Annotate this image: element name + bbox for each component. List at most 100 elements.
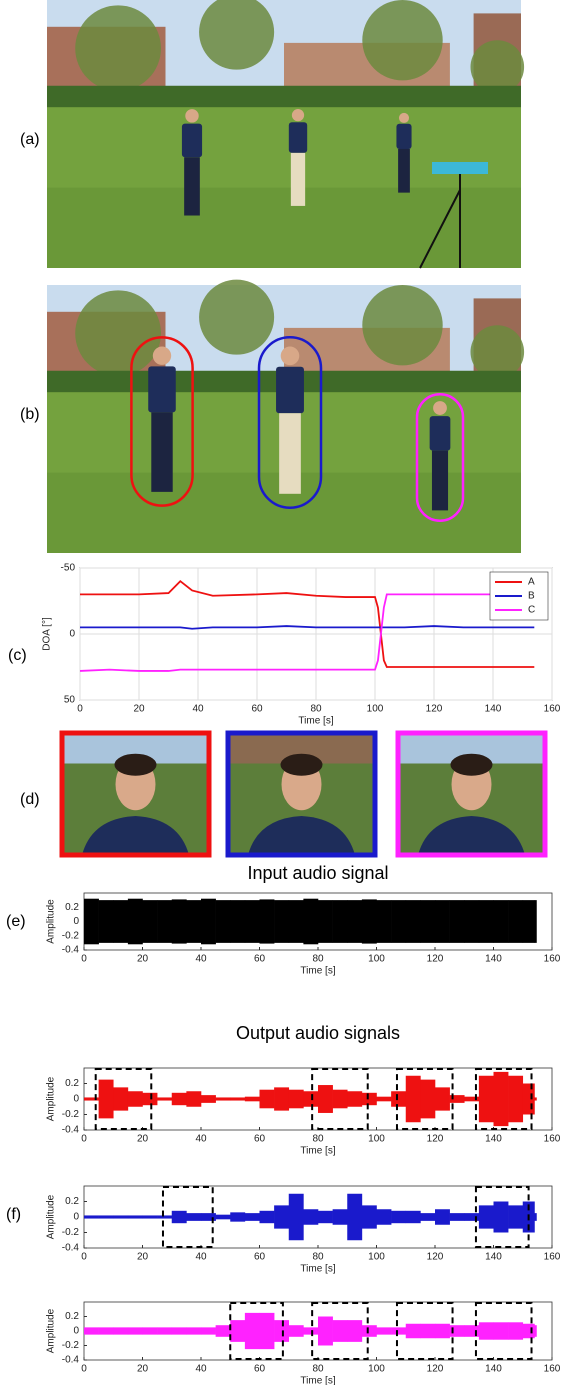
signal-envelope bbox=[186, 1213, 202, 1221]
signal-envelope bbox=[361, 1205, 377, 1229]
photo bbox=[47, 0, 525, 268]
signal-envelope bbox=[244, 1312, 260, 1350]
signal-envelope bbox=[318, 1316, 333, 1346]
x-tick-label: 20 bbox=[133, 704, 145, 715]
signal-envelope bbox=[464, 1096, 480, 1102]
head bbox=[152, 346, 172, 365]
signal-envelope bbox=[493, 1201, 509, 1233]
signal-envelope bbox=[508, 1075, 524, 1123]
signal-envelope bbox=[142, 1327, 158, 1335]
signal-envelope bbox=[449, 1095, 465, 1103]
x-tick-label: 120 bbox=[427, 1134, 444, 1145]
signal-envelope bbox=[201, 1213, 216, 1221]
x-tick-label: 0 bbox=[81, 1364, 87, 1375]
signal-envelope bbox=[288, 1193, 304, 1241]
signal-envelope bbox=[420, 1079, 436, 1119]
x-tick-label: 140 bbox=[485, 954, 502, 965]
signal-envelope bbox=[157, 1215, 173, 1219]
signal-envelope bbox=[127, 1327, 143, 1335]
x-axis-label: Time [s] bbox=[300, 1264, 335, 1275]
grass-shade bbox=[47, 187, 521, 268]
x-tick-label: 100 bbox=[368, 954, 385, 965]
y-tick-label: -0.4 bbox=[62, 1125, 80, 1136]
signal-envelope bbox=[113, 900, 129, 943]
torso bbox=[276, 366, 304, 414]
signal-envelope bbox=[347, 1320, 363, 1342]
tree bbox=[362, 0, 443, 81]
signal-envelope bbox=[303, 1091, 319, 1107]
legs bbox=[184, 157, 200, 216]
signal-envelope bbox=[230, 1097, 246, 1101]
signal-envelope bbox=[318, 1085, 333, 1113]
signal-envelope bbox=[288, 900, 304, 943]
signal-envelope bbox=[127, 1091, 143, 1107]
segment-box bbox=[395, 1068, 454, 1130]
x-tick-label: 140 bbox=[485, 1134, 502, 1145]
signal-envelope bbox=[449, 1325, 465, 1337]
tree bbox=[470, 40, 525, 94]
head bbox=[291, 109, 305, 122]
signal-envelope bbox=[274, 1205, 290, 1229]
signal-envelope bbox=[244, 1213, 260, 1221]
signal-envelope bbox=[157, 1327, 173, 1335]
x-axis-label: Time [s] bbox=[300, 966, 335, 977]
signal-envelope bbox=[449, 1213, 465, 1221]
segment-box bbox=[474, 1186, 530, 1248]
signal-envelope bbox=[391, 1210, 407, 1224]
signal-envelope bbox=[171, 1327, 187, 1335]
segment-box bbox=[474, 1302, 533, 1360]
signal-envelope bbox=[157, 900, 173, 943]
head bbox=[433, 401, 447, 415]
x-tick-label: 40 bbox=[192, 704, 204, 715]
legs bbox=[431, 450, 449, 511]
signal-envelope bbox=[318, 1210, 333, 1224]
head bbox=[185, 109, 199, 123]
signal-envelope bbox=[186, 900, 202, 943]
x-tick-label: 0 bbox=[81, 1252, 87, 1263]
x-tick-label: 60 bbox=[254, 1252, 266, 1263]
signal-envelope bbox=[478, 1075, 494, 1123]
y-axis-label: Amplitude bbox=[46, 899, 57, 944]
y-tick-label: -0.4 bbox=[62, 945, 80, 956]
head bbox=[280, 346, 300, 366]
signal-envelope bbox=[274, 1087, 290, 1111]
signal-envelope bbox=[435, 1323, 450, 1339]
x-tick-label: 160 bbox=[544, 1252, 561, 1263]
signal-envelope bbox=[171, 1210, 187, 1224]
signal-envelope bbox=[274, 900, 290, 943]
x-tick-label: 20 bbox=[137, 1252, 149, 1263]
tripod bbox=[419, 189, 461, 269]
y-tick-label: 50 bbox=[64, 695, 76, 706]
x-tick-label: 140 bbox=[485, 1364, 502, 1375]
panel-label: (c) bbox=[8, 647, 27, 664]
signal-envelope bbox=[332, 1209, 348, 1225]
y-tick-label: -0.2 bbox=[62, 1340, 80, 1351]
signal-envelope bbox=[98, 900, 114, 943]
chart-title: Input audio signal bbox=[247, 863, 388, 883]
drone bbox=[432, 162, 488, 174]
legend-label: B bbox=[528, 591, 535, 602]
y-axis-label: DOA [°] bbox=[42, 617, 53, 651]
photo bbox=[47, 279, 525, 553]
frame bbox=[395, 730, 548, 858]
tree bbox=[75, 5, 161, 92]
x-tick-label: 140 bbox=[485, 704, 502, 715]
signal-envelope bbox=[201, 1095, 216, 1103]
signal-envelope bbox=[493, 900, 509, 943]
signal-envelope bbox=[215, 900, 231, 943]
person-outline bbox=[130, 336, 194, 507]
y-tick-label: -0.4 bbox=[62, 1355, 80, 1366]
signal-envelope bbox=[405, 900, 421, 943]
x-tick-label: 100 bbox=[368, 1134, 385, 1145]
x-tick-label: 140 bbox=[485, 1252, 502, 1263]
torso bbox=[181, 123, 203, 158]
section-title: Output audio signals bbox=[236, 1023, 400, 1043]
x-tick-label: 60 bbox=[254, 954, 266, 965]
x-tick-label: 120 bbox=[427, 1252, 444, 1263]
segment-box bbox=[474, 1068, 533, 1130]
legend-label: A bbox=[528, 577, 535, 588]
signal-envelope bbox=[435, 1087, 450, 1111]
y-tick-label: -0.4 bbox=[62, 1243, 80, 1254]
y-axis-label: Amplitude bbox=[46, 1308, 57, 1353]
